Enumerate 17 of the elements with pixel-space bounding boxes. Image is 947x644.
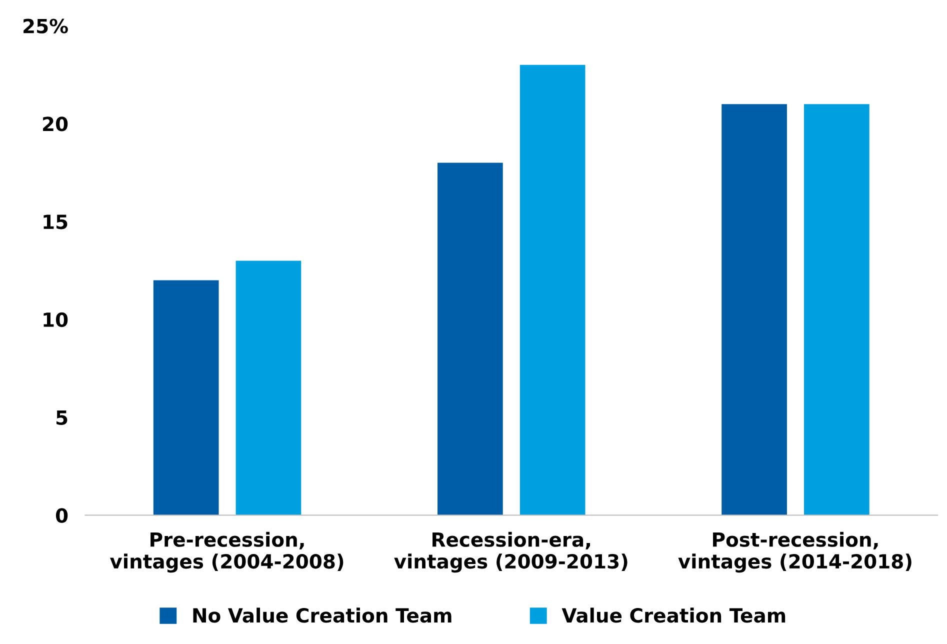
y-tick-label: 25% (24, 18, 68, 34)
x-tick-label: Post-recession, vintages (2014-2018) (678, 532, 912, 573)
y-tick-label: 15 (44, 214, 68, 230)
legend-label: Value Creation Team (562, 608, 786, 623)
x-tick-label: Recession-era, vintages (2009-2013) (394, 532, 628, 573)
bar (804, 104, 870, 516)
y-tick-label: 5 (56, 410, 68, 425)
y-tick-label: 10 (44, 312, 68, 328)
bar (153, 280, 219, 516)
bar (438, 162, 503, 516)
y-tick-label: 0 (56, 508, 68, 523)
bar (520, 64, 586, 516)
legend-label: No Value Creation Team (193, 608, 452, 623)
bar (236, 260, 302, 516)
x-tick-label: Pre-recession, vintages (2004-2008) (110, 532, 344, 573)
bar (722, 104, 787, 516)
y-tick-label: 20 (43, 116, 68, 132)
